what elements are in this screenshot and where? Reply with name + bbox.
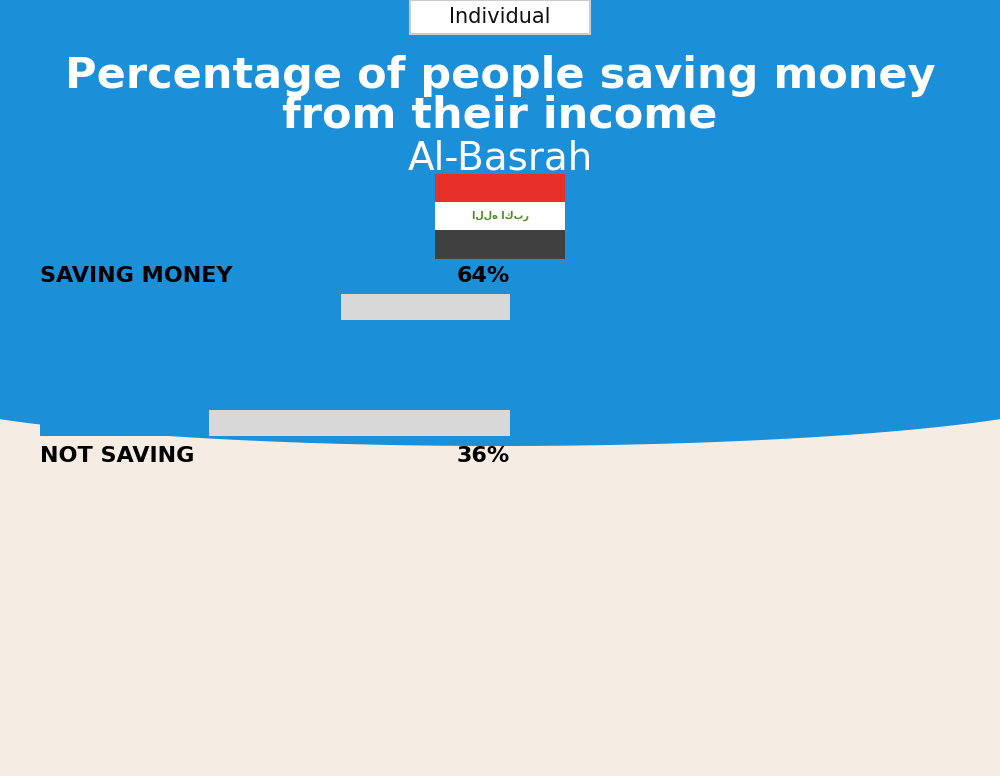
Text: 36%: 36%: [457, 446, 510, 466]
Bar: [40, 294, 341, 320]
Bar: [40, 410, 510, 436]
Bar: [40, 294, 510, 320]
Text: from their income: from their income: [282, 95, 718, 137]
Text: Percentage of people saving money: Percentage of people saving money: [65, 55, 935, 97]
FancyBboxPatch shape: [410, 0, 590, 34]
Bar: [435, 230, 565, 258]
Bar: [435, 202, 565, 230]
Text: NOT SAVING: NOT SAVING: [40, 446, 194, 466]
Polygon shape: [0, 0, 1000, 446]
Text: Al-Basrah: Al-Basrah: [407, 139, 593, 177]
Bar: [40, 410, 209, 436]
Text: Individual: Individual: [449, 7, 551, 27]
Text: 64%: 64%: [457, 266, 510, 286]
Text: الله اكبر: الله اكبر: [472, 211, 528, 221]
Bar: [435, 174, 565, 202]
Text: SAVING MONEY: SAVING MONEY: [40, 266, 232, 286]
